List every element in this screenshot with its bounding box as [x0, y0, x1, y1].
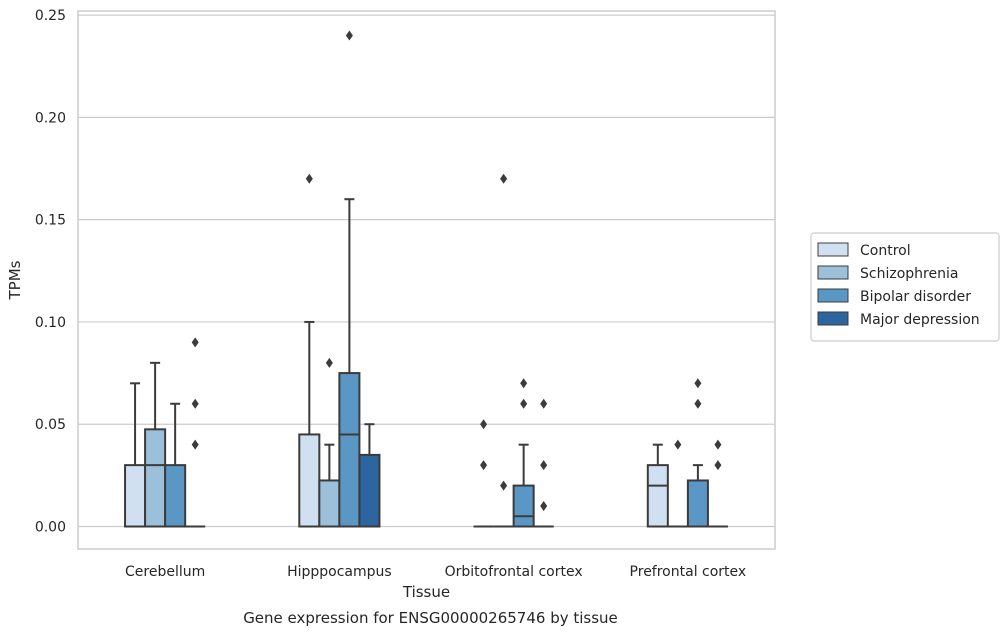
- legend-frame: [810, 232, 1000, 342]
- box-group: [667, 439, 688, 528]
- legend-label: Major depression: [860, 312, 980, 328]
- box-group: [318, 357, 341, 528]
- box: [512, 484, 535, 528]
- outlier-point: [191, 439, 199, 450]
- plot-frame: [77, 10, 776, 550]
- box-marks: [124, 30, 728, 528]
- box: [358, 453, 381, 528]
- box-group: [358, 423, 381, 528]
- x-tick-label: Cerebellum: [125, 564, 205, 580]
- outlier-point: [674, 439, 682, 450]
- y-axis-title: TPMs: [6, 260, 24, 300]
- box-group: [124, 382, 147, 528]
- outlier-point: [345, 30, 353, 41]
- x-tick-label: Hipppocampus: [287, 564, 392, 580]
- box-group: [512, 378, 535, 528]
- outlier-point: [500, 173, 508, 184]
- y-tick-labels: 0.00 0.05 0.10 0.15 0.20 0.25: [35, 8, 66, 535]
- x-tick-label: Orbitofrontal cortex: [445, 564, 583, 580]
- legend-label: Bipolar disorder: [860, 289, 971, 305]
- box-group: [298, 173, 321, 528]
- legend-swatch: [817, 242, 849, 257]
- x-axis-title: Tissue: [402, 583, 450, 601]
- box-group: [185, 337, 206, 528]
- outlier-point: [540, 501, 548, 512]
- y-tick-label: 0.15: [35, 213, 66, 229]
- box-group: [338, 30, 361, 528]
- box-group: [707, 439, 728, 528]
- outlier-point: [305, 173, 313, 184]
- y-tick-label: 0.20: [35, 110, 66, 126]
- box-group: [144, 361, 167, 528]
- legend-swatch: [817, 311, 849, 326]
- outlier-point: [191, 398, 199, 409]
- gridlines: [78, 14, 775, 528]
- box-group: [164, 402, 187, 528]
- box: [298, 433, 321, 528]
- box-group: [493, 173, 514, 528]
- outlier-point: [540, 398, 548, 409]
- box: [124, 464, 147, 528]
- outlier-point: [500, 480, 508, 491]
- box-group: [686, 378, 709, 528]
- box: [144, 428, 167, 528]
- outlier-point: [540, 460, 548, 471]
- box-group: [533, 398, 554, 528]
- outlier-point: [191, 337, 199, 348]
- box: [318, 479, 341, 528]
- box: [338, 372, 361, 528]
- box: [686, 479, 709, 528]
- legend-label: Control: [860, 243, 911, 259]
- outlier-point: [714, 439, 722, 450]
- outlier-point: [480, 460, 488, 471]
- y-tick-label: 0.00: [35, 519, 66, 535]
- outlier-point: [480, 419, 488, 430]
- y-tick-label: 0.25: [35, 8, 66, 24]
- box-group: [473, 419, 494, 528]
- outlier-point: [325, 357, 333, 368]
- outlier-point: [520, 398, 528, 409]
- outlier-point: [694, 398, 702, 409]
- legend-label: Schizophrenia: [860, 266, 958, 282]
- box: [646, 464, 669, 528]
- outlier-point: [714, 460, 722, 471]
- x-tick-labels: Cerebellum Hipppocampus Orbitofrontal cort…: [125, 564, 746, 580]
- box-group: [646, 443, 669, 528]
- y-tick-label: 0.05: [35, 417, 66, 433]
- legend-swatch: [817, 288, 849, 303]
- legend-swatch: [817, 265, 849, 280]
- y-tick-label: 0.10: [35, 315, 66, 331]
- outlier-point: [520, 378, 528, 389]
- x-tick-label: Prefrontal cortex: [630, 564, 747, 580]
- outlier-point: [694, 378, 702, 389]
- chart-caption: Gene expression for ENSG00000265746 by t…: [243, 609, 618, 627]
- legend: Control Schizophrenia Bipolar disorder Majo…: [810, 232, 1000, 342]
- box: [164, 464, 187, 528]
